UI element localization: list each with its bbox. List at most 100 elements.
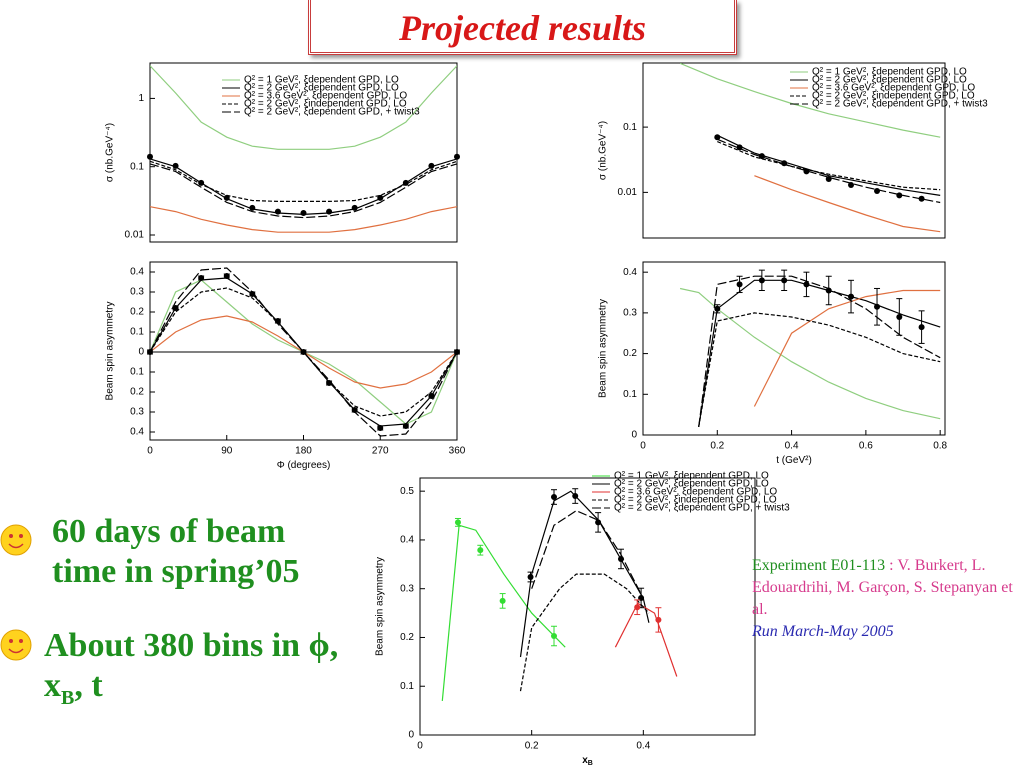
curve xyxy=(698,279,941,427)
x-axis-label-main: t (GeV²) xyxy=(776,455,812,466)
y-axis-label: Beam spin asymmetry xyxy=(598,299,609,398)
data-point xyxy=(551,633,557,640)
data-point xyxy=(300,210,307,217)
curve xyxy=(754,175,941,233)
data-point xyxy=(714,305,721,312)
y-axis-label: σ (nb.GeV⁻⁴) xyxy=(105,123,116,182)
y-tick-label: 0.3 xyxy=(130,287,144,298)
data-point xyxy=(736,281,743,288)
data-point xyxy=(402,179,409,186)
data-point xyxy=(874,303,881,310)
y-tick-label: 0.2 xyxy=(623,348,637,359)
legend-label: Q² = 2 GeV², ξindependent GPD, LO xyxy=(244,99,407,110)
curve xyxy=(150,163,457,219)
y-tick-label: 0.1 xyxy=(623,122,637,133)
legend-label: Q² = 3.6 GeV², ξdependent GPD, LO xyxy=(812,83,975,94)
curve xyxy=(717,134,941,196)
x-tick-label: 0.8 xyxy=(933,441,947,452)
legend-label: Q² = 2 GeV², ξdependent GPD, + twist3 xyxy=(812,99,988,110)
y-tick-label: 1 xyxy=(138,93,144,104)
curve xyxy=(698,275,941,427)
data-point xyxy=(896,192,903,199)
legend-label: Q² = 2 GeV², ξindependent GPD, LO xyxy=(614,495,777,506)
y-tick-label: 0.3 xyxy=(623,308,637,319)
legend-label: Q² = 2 GeV², ξdependent GPD, LO xyxy=(614,479,769,490)
data-point xyxy=(274,318,281,324)
curve xyxy=(717,141,941,191)
curve xyxy=(150,206,457,233)
data-point xyxy=(848,293,855,300)
data-point xyxy=(634,604,641,611)
data-point xyxy=(874,187,881,194)
curve xyxy=(753,289,941,407)
y-tick-label: 0.2 xyxy=(130,387,144,398)
y-tick-label: 0.1 xyxy=(400,681,414,692)
x-tick-label: 90 xyxy=(221,446,233,457)
data-point xyxy=(326,208,333,215)
curve xyxy=(519,490,650,658)
x-axis-label-sub: B xyxy=(588,760,593,767)
x-tick-label: 0 xyxy=(147,446,153,457)
data-point xyxy=(758,153,765,160)
y-tick-label: 0.1 xyxy=(130,161,144,172)
data-point xyxy=(781,277,788,284)
data-point xyxy=(896,313,903,320)
y-axis-label: σ (nb.GeV⁻⁴) xyxy=(598,121,609,180)
smiley xyxy=(0,524,32,556)
data-point xyxy=(454,349,460,355)
experiment: Experiment E01-113 : V. Burkert, L. Edou… xyxy=(752,555,1024,643)
data-point xyxy=(428,162,435,169)
data-point xyxy=(714,134,721,141)
y-tick-label: 0 xyxy=(631,430,637,441)
title: Projected results xyxy=(308,0,737,55)
data-point xyxy=(198,275,205,281)
legend-label: Q² = 1 GeV², ξdependent GPD, LO xyxy=(812,67,967,78)
data-point xyxy=(377,194,384,201)
y-tick-label: 0.4 xyxy=(623,267,637,278)
data-point xyxy=(803,281,810,288)
smiley xyxy=(0,629,32,661)
data-point xyxy=(351,407,358,413)
data-point xyxy=(377,425,384,431)
legend-label: Q² = 2 GeV², ξdependent GPD, LO xyxy=(812,75,967,86)
data-point xyxy=(198,179,205,186)
data-point xyxy=(527,573,534,580)
y-tick-label: 0 xyxy=(408,730,414,741)
x-tick-label: 0 xyxy=(640,441,646,452)
data-point xyxy=(655,616,662,623)
legend-label: Q² = 1 GeV², ξdependent GPD, LO xyxy=(244,75,399,86)
data-point xyxy=(618,555,624,562)
experiment-label: Experiment E01-113 xyxy=(752,557,886,574)
data-point xyxy=(825,287,832,294)
data-point xyxy=(402,423,409,429)
x-tick-label: 180 xyxy=(295,446,312,457)
y-tick-label: 0.2 xyxy=(130,307,144,318)
data-point xyxy=(274,208,281,215)
legend-label: Q² = 2 GeV², ξdependent GPD, + twist3 xyxy=(614,503,790,514)
y-tick-label: 0.3 xyxy=(400,583,414,594)
data-point xyxy=(848,181,855,188)
curve xyxy=(150,158,457,216)
data-point xyxy=(918,324,925,331)
y-axis-label: Beam spin asymmetry xyxy=(375,557,386,656)
legend-label: Q² = 2 GeV², ξdependent GPD, LO xyxy=(244,83,399,94)
x-axis-label-main: Φ (degrees) xyxy=(277,460,331,471)
data-point xyxy=(351,204,358,211)
curve xyxy=(531,510,644,599)
legend-label: Q² = 2 GeV², ξdependent GPD, + twist3 xyxy=(244,107,420,118)
curve xyxy=(519,573,650,692)
x-tick-label: 360 xyxy=(449,446,466,457)
y-tick-label: 0.1 xyxy=(130,367,144,378)
curve xyxy=(614,602,678,677)
curve xyxy=(150,160,457,202)
curve xyxy=(717,138,941,204)
x-tick-label: 0.6 xyxy=(859,441,873,452)
bullet-text: About 380 bins in ϕ, x xyxy=(44,627,339,704)
plot-frame xyxy=(419,477,756,736)
bullet-sub: B xyxy=(61,686,75,709)
data-point xyxy=(223,194,230,201)
x-axis-label-main: x xyxy=(582,755,588,766)
legend-label: Q² = 3.6 GeV², ξdependent GPD, LO xyxy=(244,91,407,102)
data-point xyxy=(736,144,743,151)
plot-frame xyxy=(642,62,946,239)
